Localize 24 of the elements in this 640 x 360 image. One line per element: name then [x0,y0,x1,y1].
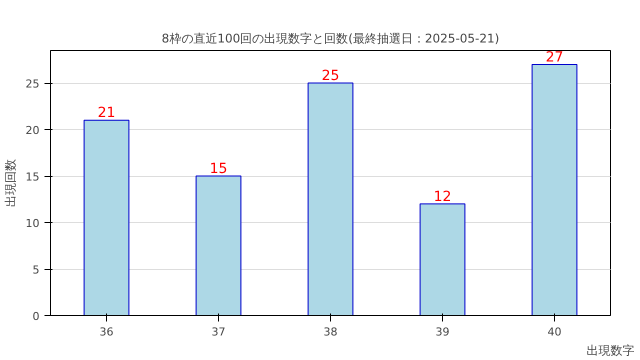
x-tick-label: 36 [100,326,114,338]
bar [420,203,466,316]
y-tick-label: 10 [26,217,40,230]
y-tick-label: 15 [26,170,40,184]
x-axis-title: 出現数字 [586,344,634,358]
y-axis-title: 出現回数 [4,159,18,207]
x-tick-label: 40 [548,326,562,338]
y-tick-label: 0 [32,310,40,323]
bar [84,120,130,316]
chart-title: 8枠の直近100回の出現数字と回数(最終抽選日：2025-05-21) [162,32,500,46]
data-label: 15 [210,161,228,178]
y-tick-label: 20 [26,124,40,138]
x-tick-label: 37 [212,326,226,338]
data-label: 12 [434,188,452,205]
data-label: 27 [546,49,564,66]
bar [532,64,578,316]
data-label: 25 [322,68,340,84]
x-tick-label: 39 [436,326,450,338]
y-tick-label: 5 [32,264,40,277]
data-label: 21 [98,105,116,122]
y-tick-label: 25 [26,78,40,91]
bar [196,176,242,316]
bar [308,82,354,316]
x-tick-label: 38 [324,326,338,338]
